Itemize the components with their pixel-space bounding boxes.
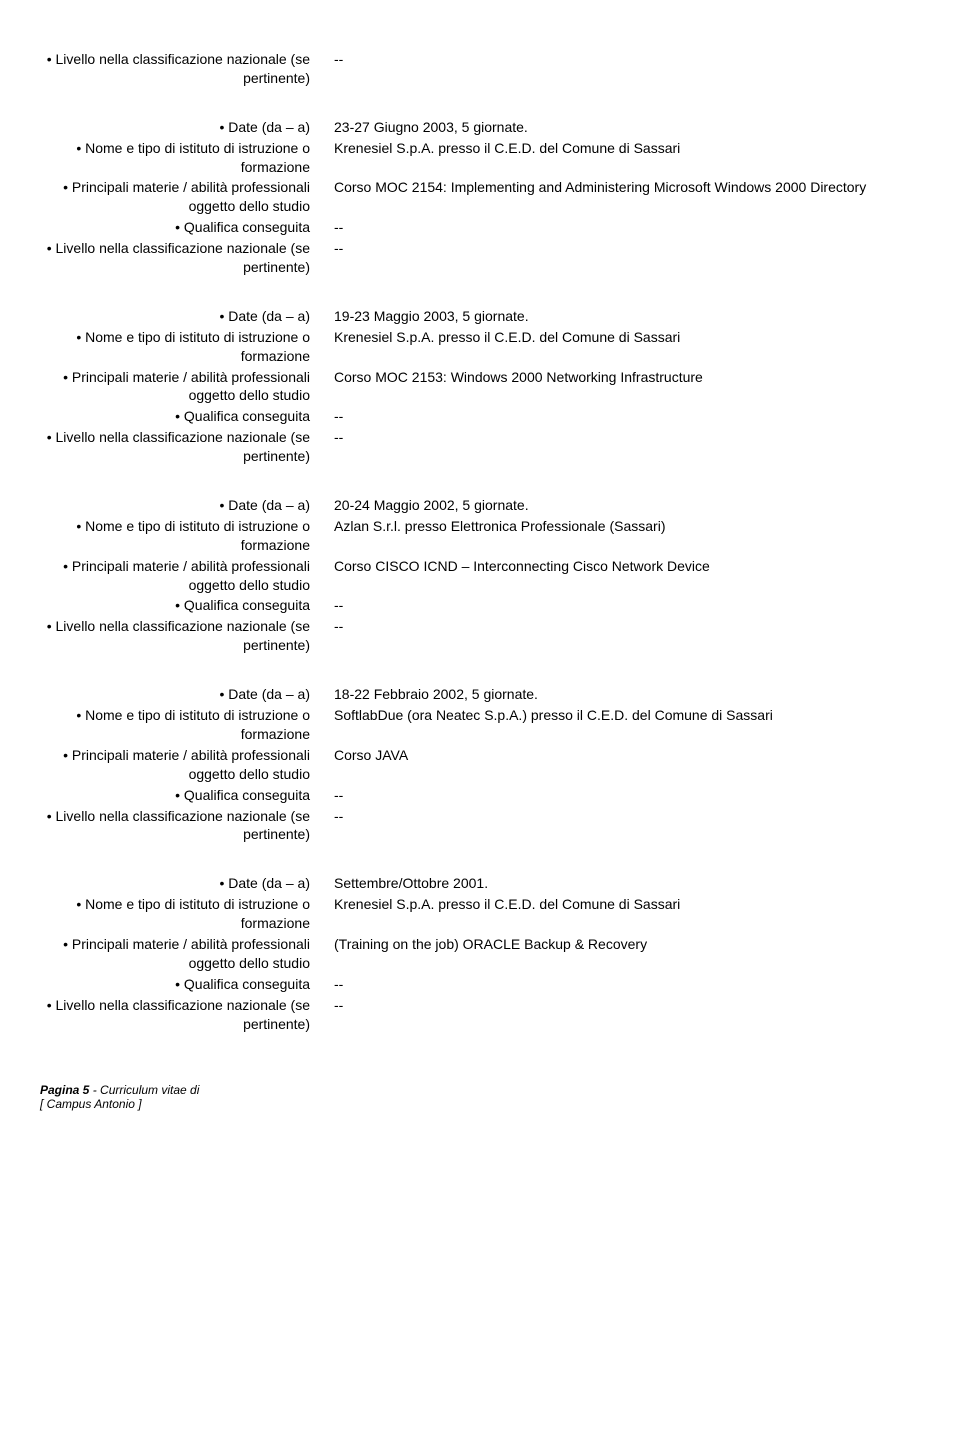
value-qualifica: -- — [334, 596, 920, 615]
row-livello: • Livello nella classificazione nazional… — [40, 996, 920, 1034]
cv-page: • Livello nella classificazione nazional… — [0, 0, 960, 1151]
label-nome: • Nome e tipo di istituto di istruzione … — [40, 706, 334, 744]
value-materie: Corso CISCO ICND – Interconnecting Cisco… — [334, 557, 920, 595]
row-livello: • Livello nella classificazione nazional… — [40, 50, 920, 88]
label-nome: • Nome e tipo di istituto di istruzione … — [40, 328, 334, 366]
row-qualifica: • Qualifica conseguita-- — [40, 596, 920, 615]
page-footer: Pagina 5 - Curriculum vitae di [ Campus … — [40, 1083, 920, 1111]
label-date: • Date (da – a) — [40, 685, 334, 704]
value-livello: -- — [334, 807, 920, 845]
row-nome: • Nome e tipo di istituto di istruzione … — [40, 328, 920, 366]
label-qualifica: • Qualifica conseguita — [40, 407, 334, 426]
education-entry: • Date (da – a)19-23 Maggio 2003, 5 gior… — [40, 307, 920, 466]
label-date: • Date (da – a) — [40, 496, 334, 515]
value-nome: SoftlabDue (ora Neatec S.p.A.) presso il… — [334, 706, 920, 744]
value-livello: -- — [334, 50, 920, 88]
value-qualifica: -- — [334, 218, 920, 237]
value-nome: Krenesiel S.p.A. presso il C.E.D. del Co… — [334, 139, 920, 177]
value-materie: Corso MOC 2153: Windows 2000 Networking … — [334, 368, 920, 406]
value-nome: Krenesiel S.p.A. presso il C.E.D. del Co… — [334, 895, 920, 933]
row-materie: • Principali materie / abilità professio… — [40, 368, 920, 406]
value-materie: (Training on the job) ORACLE Backup & Re… — [334, 935, 920, 973]
label-qualifica: • Qualifica conseguita — [40, 786, 334, 805]
footer-page-prefix: Pagina 5 — [40, 1083, 89, 1097]
top-livello-block: • Livello nella classificazione nazional… — [40, 50, 920, 88]
value-nome: Krenesiel S.p.A. presso il C.E.D. del Co… — [334, 328, 920, 366]
label-qualifica: • Qualifica conseguita — [40, 975, 334, 994]
row-nome: • Nome e tipo di istituto di istruzione … — [40, 895, 920, 933]
value-materie: Corso MOC 2154: Implementing and Adminis… — [334, 178, 920, 216]
row-date: • Date (da – a)20-24 Maggio 2002, 5 gior… — [40, 496, 920, 515]
label-livello: • Livello nella classificazione nazional… — [40, 239, 334, 277]
value-date: 23-27 Giugno 2003, 5 giornate. — [334, 118, 920, 137]
label-materie: • Principali materie / abilità professio… — [40, 746, 334, 784]
value-livello: -- — [334, 428, 920, 466]
value-date: 18-22 Febbraio 2002, 5 giornate. — [334, 685, 920, 704]
education-entry: • Date (da – a)18-22 Febbraio 2002, 5 gi… — [40, 685, 920, 844]
row-materie: • Principali materie / abilità professio… — [40, 935, 920, 973]
row-qualifica: • Qualifica conseguita-- — [40, 218, 920, 237]
row-qualifica: • Qualifica conseguita-- — [40, 786, 920, 805]
education-entry: • Date (da – a)23-27 Giugno 2003, 5 gior… — [40, 118, 920, 277]
label-livello: • Livello nella classificazione nazional… — [40, 807, 334, 845]
row-livello: • Livello nella classificazione nazional… — [40, 617, 920, 655]
footer-name: [ Campus Antonio ] — [40, 1097, 920, 1111]
label-livello: • Livello nella classificazione nazional… — [40, 996, 334, 1034]
row-nome: • Nome e tipo di istituto di istruzione … — [40, 706, 920, 744]
row-qualifica: • Qualifica conseguita-- — [40, 975, 920, 994]
row-nome: • Nome e tipo di istituto di istruzione … — [40, 139, 920, 177]
label-date: • Date (da – a) — [40, 118, 334, 137]
value-livello: -- — [334, 239, 920, 277]
value-qualifica: -- — [334, 786, 920, 805]
label-livello: • Livello nella classificazione nazional… — [40, 428, 334, 466]
row-nome: • Nome e tipo di istituto di istruzione … — [40, 517, 920, 555]
label-livello: • Livello nella classificazione nazional… — [40, 617, 334, 655]
value-livello: -- — [334, 996, 920, 1034]
label-date: • Date (da – a) — [40, 874, 334, 893]
value-qualifica: -- — [334, 975, 920, 994]
label-materie: • Principali materie / abilità professio… — [40, 935, 334, 973]
row-date: • Date (da – a)19-23 Maggio 2003, 5 gior… — [40, 307, 920, 326]
value-date: Settembre/Ottobre 2001. — [334, 874, 920, 893]
value-nome: Azlan S.r.l. presso Elettronica Professi… — [334, 517, 920, 555]
row-materie: • Principali materie / abilità professio… — [40, 557, 920, 595]
education-entry: • Date (da – a)20-24 Maggio 2002, 5 gior… — [40, 496, 920, 655]
row-date: • Date (da – a)23-27 Giugno 2003, 5 gior… — [40, 118, 920, 137]
value-materie: Corso JAVA — [334, 746, 920, 784]
label-qualifica: • Qualifica conseguita — [40, 596, 334, 615]
row-materie: • Principali materie / abilità professio… — [40, 746, 920, 784]
row-livello: • Livello nella classificazione nazional… — [40, 239, 920, 277]
row-date: • Date (da – a)18-22 Febbraio 2002, 5 gi… — [40, 685, 920, 704]
row-livello: • Livello nella classificazione nazional… — [40, 428, 920, 466]
row-materie: • Principali materie / abilità professio… — [40, 178, 920, 216]
footer-page-suffix: - Curriculum vitae di — [89, 1083, 199, 1097]
label-nome: • Nome e tipo di istituto di istruzione … — [40, 895, 334, 933]
value-date: 20-24 Maggio 2002, 5 giornate. — [334, 496, 920, 515]
label-nome: • Nome e tipo di istituto di istruzione … — [40, 517, 334, 555]
label-nome: • Nome e tipo di istituto di istruzione … — [40, 139, 334, 177]
label-qualifica: • Qualifica conseguita — [40, 218, 334, 237]
education-entry: • Date (da – a)Settembre/Ottobre 2001.• … — [40, 874, 920, 1033]
label-livello: • Livello nella classificazione nazional… — [40, 50, 334, 88]
row-qualifica: • Qualifica conseguita-- — [40, 407, 920, 426]
label-date: • Date (da – a) — [40, 307, 334, 326]
value-qualifica: -- — [334, 407, 920, 426]
value-livello: -- — [334, 617, 920, 655]
row-livello: • Livello nella classificazione nazional… — [40, 807, 920, 845]
label-materie: • Principali materie / abilità professio… — [40, 368, 334, 406]
label-materie: • Principali materie / abilità professio… — [40, 557, 334, 595]
label-materie: • Principali materie / abilità professio… — [40, 178, 334, 216]
row-date: • Date (da – a)Settembre/Ottobre 2001. — [40, 874, 920, 893]
value-date: 19-23 Maggio 2003, 5 giornate. — [334, 307, 920, 326]
